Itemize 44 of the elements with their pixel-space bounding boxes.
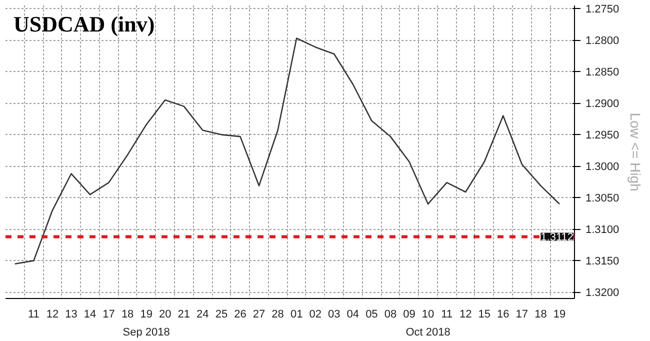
x-tick-label: 12 (46, 308, 59, 320)
x-tick-label: 16 (497, 308, 510, 320)
y-tick-label: 1.3200 (586, 287, 620, 300)
text: Sep 2018 (122, 326, 170, 338)
x-tick-label: 14 (84, 308, 96, 320)
x-tick-label: 25 (215, 308, 228, 320)
x-tick-label: 11 (28, 308, 40, 320)
x-tick-label: 28 (272, 308, 284, 320)
x-tick-label: 02 (309, 308, 322, 320)
x-tick-label: 17 (516, 308, 528, 320)
x-tick-label: 17 (102, 308, 115, 320)
y-tick-label: 1.2750 (586, 4, 620, 16)
text: Low <= High (628, 112, 644, 192)
x-tick-label: 19 (140, 308, 152, 320)
x-tick-label: 10 (422, 308, 434, 320)
y-tick-label: 1.2850 (586, 66, 620, 79)
x-tick-label: 20 (159, 308, 172, 320)
chart-title: USDCAD (inv) (14, 12, 155, 36)
x-tick-label: 11 (441, 308, 453, 320)
x-tick-label: 09 (403, 308, 416, 320)
text: Oct 2018 (406, 326, 450, 338)
x-tick-label: 03 (328, 308, 340, 320)
x-tick-label: 01 (290, 308, 303, 320)
y-tick-label: 1.3050 (586, 192, 620, 205)
y-tick-label: 1.3150 (586, 256, 620, 268)
y-tick-label: 1.3000 (586, 161, 620, 174)
x-tick-label: 18 (534, 308, 547, 320)
x-tick-label: 27 (252, 308, 266, 320)
ref-line-label: 1.3112 (540, 232, 574, 244)
x-tick-label: 08 (384, 308, 397, 320)
y-tick-label: 1.3100 (586, 224, 620, 236)
x-tick-label: 13 (65, 308, 78, 320)
x-tick-label: 18 (121, 308, 134, 320)
x-tick-label: 26 (234, 308, 246, 320)
y-tick-label: 1.2900 (586, 98, 620, 110)
x-tick-label: 19 (553, 308, 566, 320)
y-tick-label: 1.2950 (586, 130, 620, 142)
x-tick-label: 15 (478, 308, 490, 320)
x-tick-label: 24 (196, 308, 209, 320)
x-tick-label: 12 (459, 308, 472, 320)
x-tick-label: 21 (178, 308, 190, 320)
x-tick-label: 05 (366, 308, 378, 320)
y-tick-label: 1.2800 (586, 35, 620, 48)
x-tick-label: 04 (346, 308, 360, 320)
